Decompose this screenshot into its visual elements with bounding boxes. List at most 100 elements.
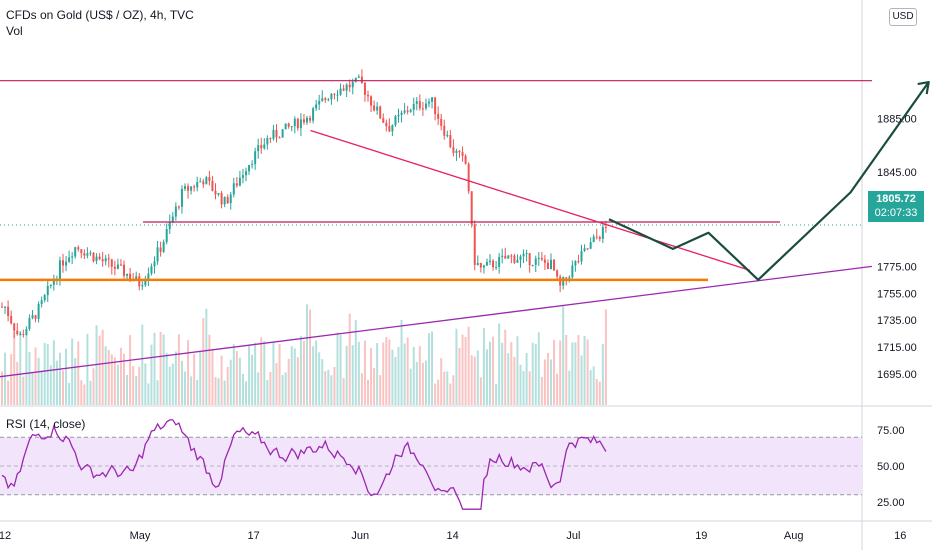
volume-bar: [489, 341, 491, 405]
volume-bar: [86, 333, 89, 405]
candle-body: [467, 163, 470, 192]
volume-bar: [220, 355, 223, 405]
candle-body: [595, 236, 598, 238]
candle: [89, 250, 92, 257]
volume-bar: [504, 329, 507, 405]
volume-bar: [284, 372, 287, 405]
candle: [199, 177, 202, 183]
candle: [220, 190, 223, 209]
volume-bar: [473, 356, 476, 405]
volume-bar: [446, 371, 449, 405]
candle-body: [379, 106, 382, 119]
candle: [394, 114, 397, 127]
candle-body: [226, 197, 229, 204]
candle: [516, 254, 519, 263]
candle: [327, 98, 330, 102]
candle-body: [583, 248, 586, 251]
volume-bar: [98, 335, 101, 405]
ascending-trendline: [0, 265, 873, 378]
candle: [595, 228, 598, 240]
candle-body: [306, 117, 308, 123]
candle: [495, 260, 498, 271]
volume-bar: [306, 304, 308, 405]
candle: [510, 254, 513, 264]
candle-body: [470, 191, 473, 225]
currency-button[interactable]: USD: [889, 8, 917, 26]
volume-bar: [13, 331, 16, 405]
time-tick-label: 14: [447, 530, 459, 542]
candle-body: [31, 315, 34, 319]
candle-body: [4, 306, 7, 308]
volume-bar: [187, 340, 190, 405]
candle: [370, 95, 373, 113]
volume-bar: [440, 358, 443, 405]
last-price-value: 1805.72: [876, 193, 916, 205]
volume-bar: [598, 381, 601, 405]
candle: [187, 183, 190, 199]
volume-bar: [595, 379, 598, 405]
candle: [278, 136, 281, 139]
volume-bar: [354, 319, 357, 405]
candle-body: [180, 188, 183, 207]
candle-body: [400, 112, 403, 115]
candle: [574, 260, 577, 272]
candle-body: [43, 295, 46, 301]
candle: [156, 240, 159, 265]
volume-bar: [415, 361, 418, 405]
volume-bar: [592, 366, 595, 405]
volume-bar: [171, 363, 174, 405]
candle-body: [507, 255, 510, 259]
volume-bar: [37, 357, 40, 405]
candle: [34, 314, 37, 323]
candle-body: [190, 186, 193, 191]
last-price-tag: 1805.72 02:07:33: [868, 191, 924, 222]
candle-body: [58, 260, 61, 279]
candle: [229, 191, 232, 210]
volume-bar: [485, 349, 488, 405]
candle: [272, 124, 275, 141]
volume-bar: [568, 370, 571, 405]
candle: [409, 108, 412, 113]
volume-bar: [516, 336, 519, 405]
volume-bar: [1, 371, 3, 405]
volume-bar: [162, 334, 165, 405]
volume-bar: [168, 366, 171, 405]
candle-body: [540, 257, 543, 260]
candle-body: [330, 93, 333, 100]
candle-body: [388, 126, 391, 132]
price-tick-label: 1775.00: [877, 261, 917, 273]
time-tick-label: May: [130, 530, 151, 542]
candle-body: [324, 98, 327, 100]
candle: [428, 98, 430, 108]
candle: [577, 254, 580, 264]
volume-bar: [476, 350, 479, 405]
candle-body: [116, 264, 119, 269]
candle: [482, 264, 485, 274]
candle: [86, 247, 89, 259]
candle: [382, 113, 385, 123]
volume-bar: [229, 359, 232, 405]
candle: [150, 263, 153, 276]
candle-body: [25, 329, 28, 335]
candle: [245, 167, 247, 182]
candle: [586, 248, 589, 251]
candle-body: [315, 104, 318, 109]
volume-bar: [104, 346, 107, 405]
volume-bar: [22, 376, 25, 405]
chart-title: CFDs on Gold (US$ / OZ), 4h, TVC: [6, 8, 194, 22]
volume-bar: [55, 360, 58, 405]
volume-bar: [89, 380, 92, 405]
candle-body: [171, 216, 174, 223]
candle-body: [492, 260, 495, 268]
volume-bar: [235, 351, 238, 405]
volume-bar: [577, 335, 580, 405]
candle-body: [52, 280, 55, 285]
candle: [449, 130, 452, 149]
candle: [525, 249, 528, 262]
candle: [437, 106, 440, 126]
volume-bar: [46, 343, 49, 405]
candle-body: [418, 101, 421, 109]
candle: [333, 93, 336, 100]
volume-bar: [315, 340, 318, 405]
